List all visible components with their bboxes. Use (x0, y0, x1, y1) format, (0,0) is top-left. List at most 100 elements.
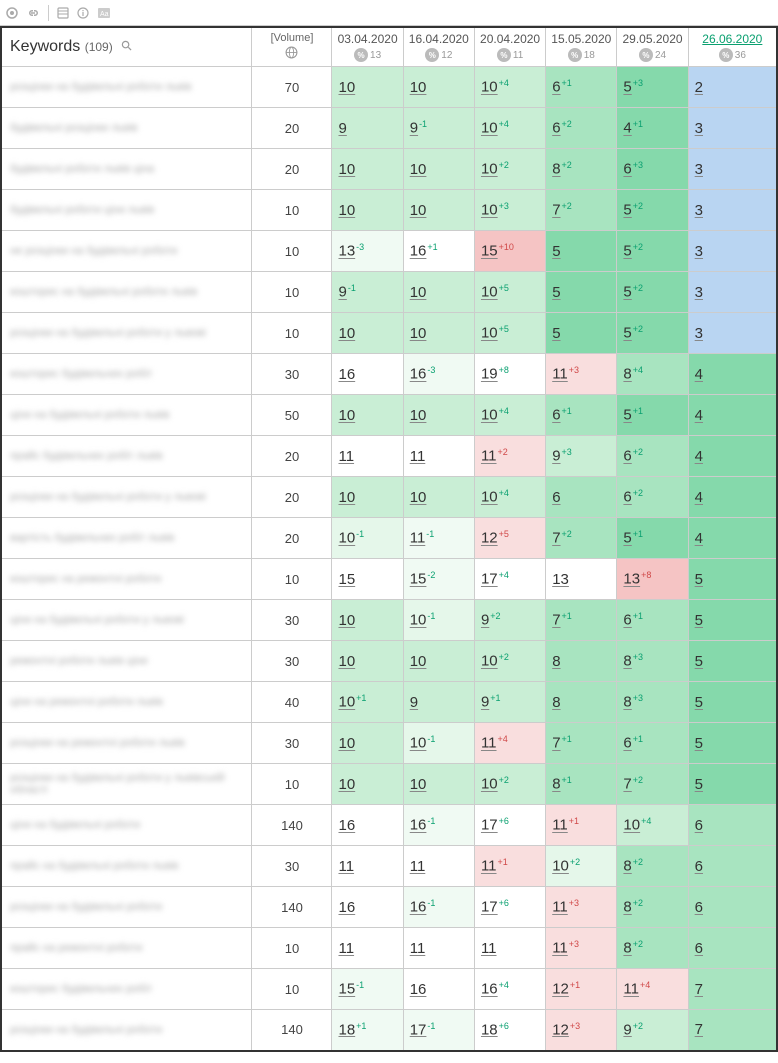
rank-cell[interactable]: 7 (688, 969, 777, 1010)
rank-cell[interactable]: 16+1 (403, 231, 474, 272)
rank-cell[interactable]: 11 (403, 928, 474, 969)
rank-cell[interactable]: 10 (403, 764, 474, 805)
keyword-cell[interactable]: прайс будівельних робіт львів (1, 436, 252, 477)
rank-cell[interactable]: 11 (332, 928, 403, 969)
rank-cell[interactable]: 10 (403, 395, 474, 436)
rank-cell[interactable]: 17-1 (403, 1010, 474, 1051)
rank-cell[interactable]: 7+2 (617, 764, 688, 805)
date-link[interactable]: 15.05.2020 (551, 32, 611, 46)
rank-cell[interactable]: 6+1 (617, 723, 688, 764)
rank-cell[interactable]: 10 (332, 764, 403, 805)
rank-cell[interactable]: 13+8 (617, 559, 688, 600)
rank-cell[interactable]: 8+2 (617, 887, 688, 928)
record-icon[interactable] (6, 7, 18, 19)
rank-cell[interactable]: 6 (688, 805, 777, 846)
rank-cell[interactable]: 6+2 (617, 477, 688, 518)
rank-cell[interactable]: 4 (688, 354, 777, 395)
rank-cell[interactable]: 6+3 (617, 149, 688, 190)
rank-cell[interactable]: 16 (332, 805, 403, 846)
rank-cell[interactable]: 4 (688, 477, 777, 518)
rank-cell[interactable]: 5+2 (617, 272, 688, 313)
rank-cell[interactable]: 10 (332, 641, 403, 682)
rank-cell[interactable]: 11 (332, 436, 403, 477)
rank-cell[interactable]: 16-1 (403, 805, 474, 846)
rank-cell[interactable]: 18+6 (474, 1010, 545, 1051)
rank-cell[interactable]: 11+3 (546, 928, 617, 969)
rank-cell[interactable]: 8 (546, 682, 617, 723)
rank-cell[interactable]: 5 (688, 723, 777, 764)
rank-cell[interactable]: 16-1 (403, 887, 474, 928)
rank-cell[interactable]: 11+2 (474, 436, 545, 477)
rank-cell[interactable]: 4 (688, 395, 777, 436)
rank-cell[interactable]: 7+1 (546, 723, 617, 764)
rank-cell[interactable]: 10+5 (474, 272, 545, 313)
keyword-cell[interactable]: кошторис будівельних робіт (1, 969, 252, 1010)
rank-cell[interactable]: 3 (688, 231, 777, 272)
rank-cell[interactable]: 9+1 (474, 682, 545, 723)
rank-cell[interactable]: 6 (688, 887, 777, 928)
rank-cell[interactable]: 5 (546, 313, 617, 354)
grid-icon[interactable] (57, 7, 69, 19)
rank-cell[interactable]: 10 (332, 190, 403, 231)
rank-cell[interactable]: 13-3 (332, 231, 403, 272)
rank-cell[interactable]: 10 (403, 641, 474, 682)
keyword-cell[interactable]: розцінки на будівельні роботи львів (1, 67, 252, 108)
rank-cell[interactable]: 10 (403, 149, 474, 190)
keyword-cell[interactable]: прайс на ремонтні роботи (1, 928, 252, 969)
rank-cell[interactable]: 8 (546, 641, 617, 682)
rank-cell[interactable]: 4 (688, 518, 777, 559)
rank-cell[interactable]: 9 (332, 108, 403, 149)
rank-cell[interactable]: 10 (332, 67, 403, 108)
rank-cell[interactable]: 10+4 (617, 805, 688, 846)
rank-cell[interactable]: 15-1 (332, 969, 403, 1010)
col-date-3[interactable]: 15.05.2020%18 (546, 27, 617, 67)
rank-cell[interactable]: 5+2 (617, 231, 688, 272)
rank-cell[interactable]: 12+1 (546, 969, 617, 1010)
rank-cell[interactable]: 10-1 (403, 723, 474, 764)
rank-cell[interactable]: 10+4 (474, 477, 545, 518)
rank-cell[interactable]: 8+1 (546, 764, 617, 805)
keyword-cell[interactable]: прайс на будівельні роботи львів (1, 846, 252, 887)
rank-cell[interactable]: 7+2 (546, 190, 617, 231)
date-link[interactable]: 03.04.2020 (338, 32, 398, 46)
rank-cell[interactable]: 15-2 (403, 559, 474, 600)
rank-cell[interactable]: 9+3 (546, 436, 617, 477)
rank-cell[interactable]: 5+2 (617, 313, 688, 354)
rank-cell[interactable]: 5+3 (617, 67, 688, 108)
rank-cell[interactable]: 10 (403, 190, 474, 231)
keyword-cell[interactable]: розцінки на будівельні роботи у львові (1, 313, 252, 354)
rank-cell[interactable]: 6 (688, 846, 777, 887)
rank-cell[interactable]: 10+2 (474, 641, 545, 682)
keyword-cell[interactable]: ціни на будівельні роботи львів (1, 395, 252, 436)
rank-cell[interactable]: 8+4 (617, 354, 688, 395)
rank-cell[interactable]: 11+3 (546, 354, 617, 395)
col-date-4[interactable]: 29.05.2020%24 (617, 27, 688, 67)
rank-cell[interactable]: 5+1 (617, 395, 688, 436)
rank-cell[interactable]: 11+3 (546, 887, 617, 928)
rank-cell[interactable]: 2 (688, 67, 777, 108)
rank-cell[interactable]: 10+2 (474, 764, 545, 805)
rank-cell[interactable]: 3 (688, 108, 777, 149)
rank-cell[interactable]: 11 (403, 436, 474, 477)
keyword-cell[interactable]: розцінки на будівельні роботи (1, 1010, 252, 1051)
rank-cell[interactable]: 10 (332, 723, 403, 764)
rank-cell[interactable]: 16 (332, 887, 403, 928)
rank-cell[interactable]: 16 (332, 354, 403, 395)
rank-cell[interactable]: 10-1 (332, 518, 403, 559)
rank-cell[interactable]: 9-1 (332, 272, 403, 313)
info-icon[interactable] (77, 7, 89, 19)
rank-cell[interactable]: 17+6 (474, 887, 545, 928)
rank-cell[interactable]: 5 (688, 641, 777, 682)
date-link[interactable]: 20.04.2020 (480, 32, 540, 46)
rank-cell[interactable]: 9+2 (617, 1010, 688, 1051)
rank-cell[interactable]: 4 (688, 436, 777, 477)
keyword-cell[interactable]: кошторис на ремонтні роботи (1, 559, 252, 600)
keyword-cell[interactable]: розцінки на будівельні роботи у львові (1, 477, 252, 518)
search-icon[interactable] (121, 38, 132, 55)
rank-cell[interactable]: 8+3 (617, 641, 688, 682)
rank-cell[interactable]: 4+1 (617, 108, 688, 149)
rank-cell[interactable]: 5+1 (617, 518, 688, 559)
rank-cell[interactable]: 10 (403, 272, 474, 313)
rank-cell[interactable]: 11-1 (403, 518, 474, 559)
rank-cell[interactable]: 9-1 (403, 108, 474, 149)
